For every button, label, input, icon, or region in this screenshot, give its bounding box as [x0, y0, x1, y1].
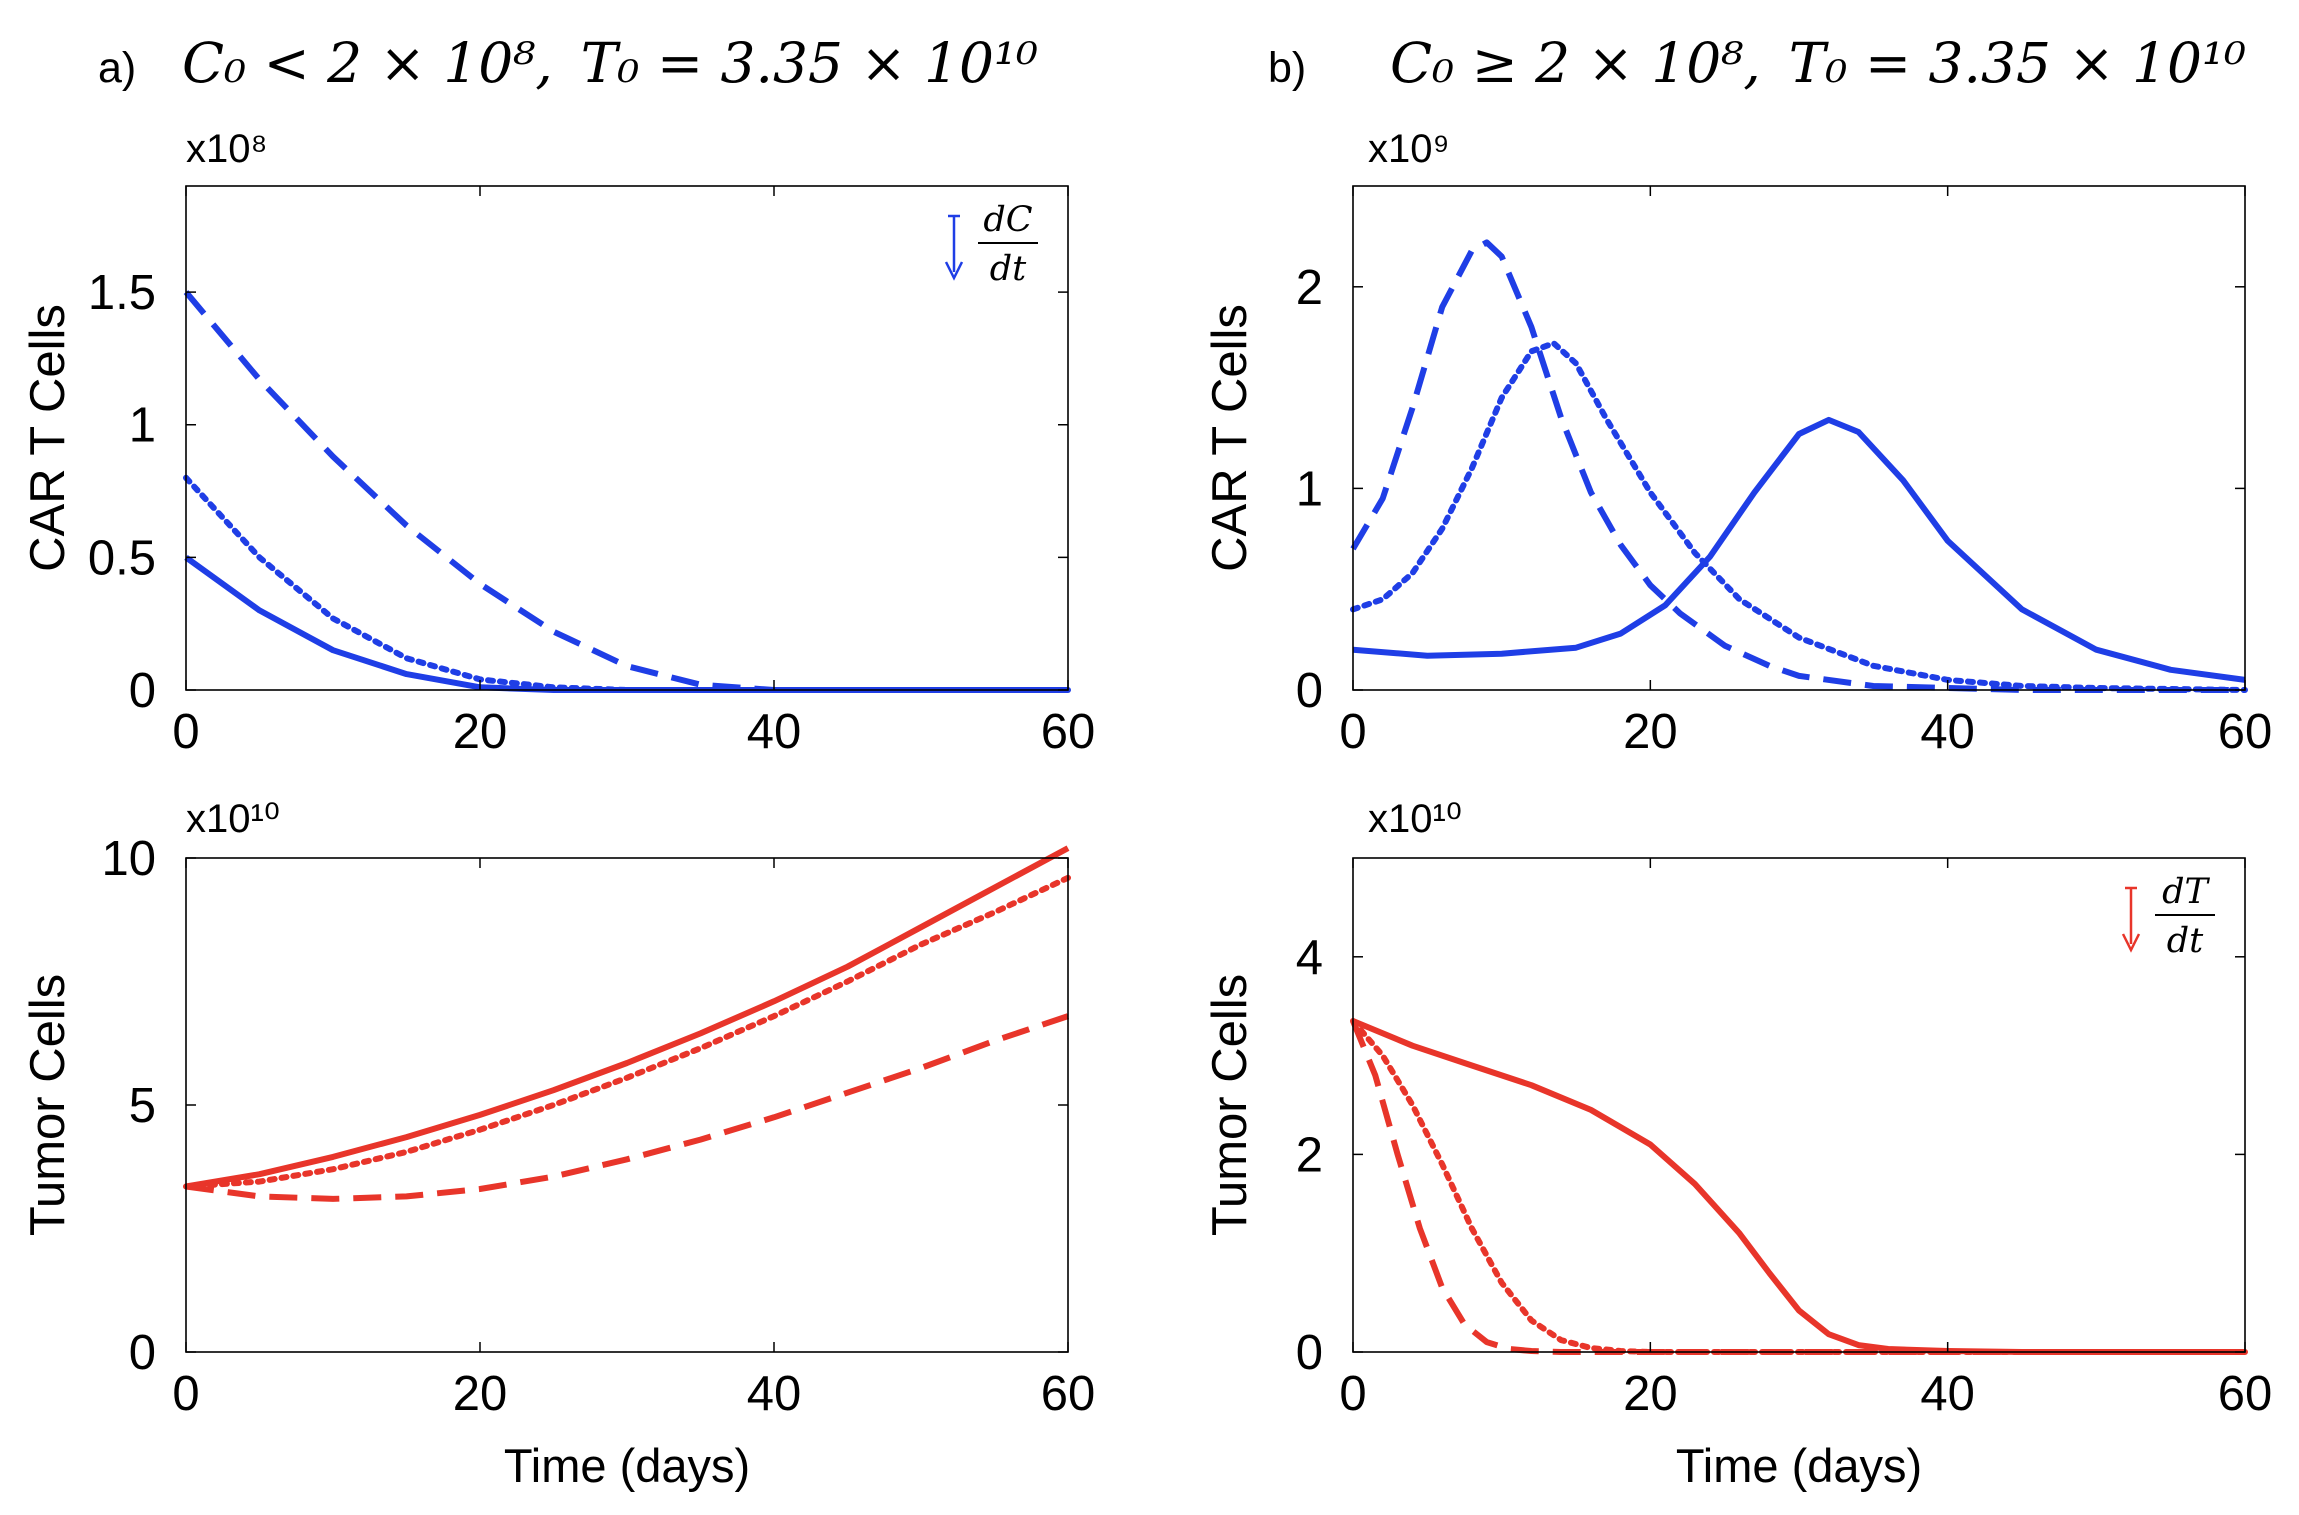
chart-a-car-series-solid: [184, 554, 1068, 693]
chart-b-tumor-legend-arrow-head: [2121, 933, 2141, 953]
chart-b-tumor-series-solid: [1351, 1018, 2245, 1355]
chart-a-tumor-ytick-label: 10: [101, 832, 156, 886]
chart-b-car-series-dashed: [1350, 239, 2245, 693]
chart-b-car-ytick-label: 2: [1296, 261, 1323, 315]
panel-b-label: b): [1268, 44, 1306, 92]
chart-a-tumor-multiplier: x10¹⁰: [186, 797, 280, 841]
chart-a-tumor-xtick-label: 60: [1041, 1367, 1096, 1421]
chart-a-tumor-xtick-label: 20: [453, 1367, 508, 1421]
panel-a-title: C₀ < 2 × 10⁸, T₀ = 3.35 × 10¹⁰: [182, 31, 1038, 95]
chart-a-car-xtick-label: 0: [172, 705, 199, 759]
chart-a-tumor-series-dotted: [183, 874, 1071, 1190]
chart-b-car-series-dotted: [1350, 340, 2248, 693]
chart-b-car-ytick-label: 0: [1296, 664, 1323, 718]
panel-a-label: a): [98, 44, 136, 92]
chart-b-car-xtick-label: 60: [2218, 705, 2273, 759]
panel-a-title-t0: T₀ = 3.35 × 10¹⁰: [581, 31, 1038, 95]
chart-b-tumor-legend-denominator: dt: [2167, 921, 2204, 961]
chart-b-tumor-xlabel: Time (days): [1676, 1439, 1922, 1492]
chart-a-tumor-xtick-label: 0: [172, 1367, 199, 1421]
chart-a-tumor-axes-frame: [185, 857, 1069, 1353]
chart-b-car-ytick-label: 1: [1296, 462, 1323, 516]
chart-a-tumor-ytick-label: 0: [129, 1326, 156, 1380]
chart-a-car-legend: dC dt: [944, 200, 1038, 289]
panel-b-title: C₀ ≥ 2 × 10⁸, T₀ = 3.35 × 10¹⁰: [1390, 31, 2246, 95]
chart-b-tumor-multiplier: x10¹⁰: [1368, 797, 1462, 841]
chart-b-car-series-solid: [1352, 416, 2246, 683]
chart-b-car-axes-frame: [1352, 185, 2246, 691]
chart-b-car-ylabel: CAR T Cells: [1203, 304, 1257, 572]
chart-a-car-series-dashed: [183, 290, 1068, 693]
chart-b-car-t-cells: 0 20 40 60 0 1 2 CAR T Cells x10⁹: [1203, 127, 2272, 759]
chart-a-tumor-ytick-label: 5: [129, 1079, 156, 1133]
chart-a-tumor-ylabel: Tumor Cells: [21, 974, 75, 1236]
chart-a-car-ytick-label: 0: [129, 664, 156, 718]
chart-b-tumor-xtick-label: 60: [2218, 1367, 2273, 1421]
chart-a-tumor-series-solid: [185, 845, 1070, 1190]
chart-a-tumor-xlabel: Time (days): [504, 1439, 750, 1492]
chart-b-tumor-ylabel: Tumor Cells: [1203, 974, 1257, 1236]
chart-b-tumor-ytick-label: 4: [1296, 931, 1323, 985]
panel-b-title-c0: C₀ ≥ 2 × 10⁸,: [1390, 31, 1761, 95]
chart-a-car-ytick-label: 1: [129, 399, 156, 453]
chart-a-car-ytick-label: 0.5: [88, 531, 156, 585]
chart-a-car-xtick-label: 20: [453, 705, 508, 759]
chart-a-tumor-xtick-label: 40: [747, 1367, 802, 1421]
chart-b-tumor-xtick-label: 0: [1339, 1367, 1366, 1421]
chart-b-tumor-ytick-label: 0: [1296, 1326, 1323, 1380]
chart-a-car-series-dotted: [183, 474, 1071, 693]
chart-b-tumor-xtick-label: 40: [1920, 1367, 1975, 1421]
chart-b-car-xtick-label: 20: [1623, 705, 1678, 759]
chart-a-car-ytick-label: 1.5: [88, 266, 156, 320]
chart-a-car-multiplier: x10⁸: [186, 127, 267, 171]
chart-b-tumor-series-dashed: [1350, 1019, 2245, 1355]
chart-a-tumor-cells: 0 20 40 60 0 5 10 Tumor Cells x10¹⁰ Time (days): [21, 797, 1095, 1492]
chart-a-car-legend-numerator: dC: [983, 200, 1032, 240]
chart-b-car-xtick-label: 40: [1920, 705, 1975, 759]
chart-b-tumor-xtick-label: 20: [1623, 1367, 1678, 1421]
chart-a-car-legend-denominator: dt: [990, 249, 1027, 289]
chart-b-car-xtick-label: 0: [1339, 705, 1366, 759]
chart-b-car-multiplier: x10⁹: [1368, 127, 1450, 171]
chart-a-car-legend-arrow-head: [944, 261, 964, 281]
panel-b-title-t0: T₀ = 3.35 × 10¹⁰: [1789, 31, 2246, 95]
chart-b-tumor-legend-numerator: dT: [2162, 872, 2210, 912]
chart-a-car-axes-frame: [185, 185, 1069, 691]
chart-a-tumor-series-dashed: [185, 1013, 1069, 1202]
panel-a-title-c0: C₀ < 2 × 10⁸,: [182, 31, 553, 95]
chart-a-car-ylabel: CAR T Cells: [21, 304, 75, 572]
chart-b-tumor-ytick-label: 2: [1296, 1128, 1323, 1182]
chart-b-tumor-legend: dT dt: [2121, 872, 2215, 961]
chart-a-car-xtick-label: 40: [747, 705, 802, 759]
chart-a-car-xtick-label: 60: [1041, 705, 1096, 759]
chart-b-tumor-axes-frame: [1352, 857, 2246, 1353]
